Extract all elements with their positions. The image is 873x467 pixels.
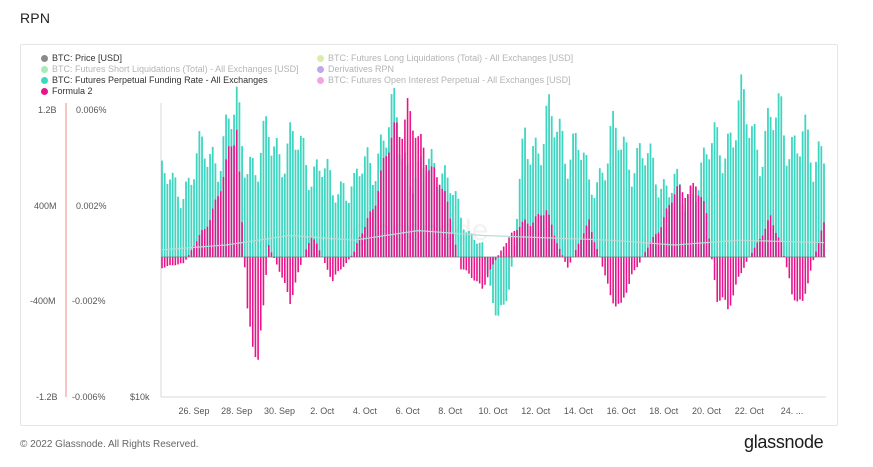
legend-label: BTC: Price [USD] — [52, 53, 123, 63]
legend-dot-icon — [41, 54, 48, 62]
chart-card: BTC: Price [USD] BTC: Futures Long Liqui… — [20, 44, 838, 426]
brand-logo: glassnode — [744, 432, 824, 452]
legend-item-open-interest[interactable]: BTC: Futures Open Interest Perpetual - A… — [317, 74, 571, 86]
legend-item-formula-2[interactable]: Formula 2 — [41, 85, 93, 97]
legend-label: BTC: Futures Perpetual Funding Rate - Al… — [52, 75, 268, 85]
legend-dot-icon — [41, 65, 48, 73]
legend-dot-icon — [317, 54, 324, 62]
legend-item-derivatives-rpn[interactable]: Derivatives RPN — [317, 63, 394, 75]
legend-label: Derivatives RPN — [328, 64, 395, 74]
legend-dot-icon — [41, 76, 48, 84]
legend-item-long-liquidations[interactable]: BTC: Futures Long Liquidations (Total) -… — [317, 52, 573, 64]
copyright: © 2022 Glassnode. All Rights Reserved. — [20, 439, 199, 450]
legend-item-funding-rate[interactable]: BTC: Futures Perpetual Funding Rate - Al… — [41, 74, 268, 86]
legend-dot-icon — [317, 65, 324, 73]
legend-label: Formula 2 — [52, 86, 93, 96]
legend-label: BTC: Futures Long Liquidations (Total) -… — [328, 53, 574, 63]
legend-label: BTC: Futures Open Interest Perpetual - A… — [328, 75, 571, 85]
legend-dot-icon — [317, 76, 324, 84]
legend-label: BTC: Futures Short Liquidations (Total) … — [52, 64, 299, 74]
legend-dot-icon — [41, 87, 48, 95]
legend-item-price[interactable]: BTC: Price [USD] — [41, 52, 122, 64]
legend-item-short-liquidations[interactable]: BTC: Futures Short Liquidations (Total) … — [41, 63, 299, 75]
page-title: RPN — [20, 10, 51, 26]
